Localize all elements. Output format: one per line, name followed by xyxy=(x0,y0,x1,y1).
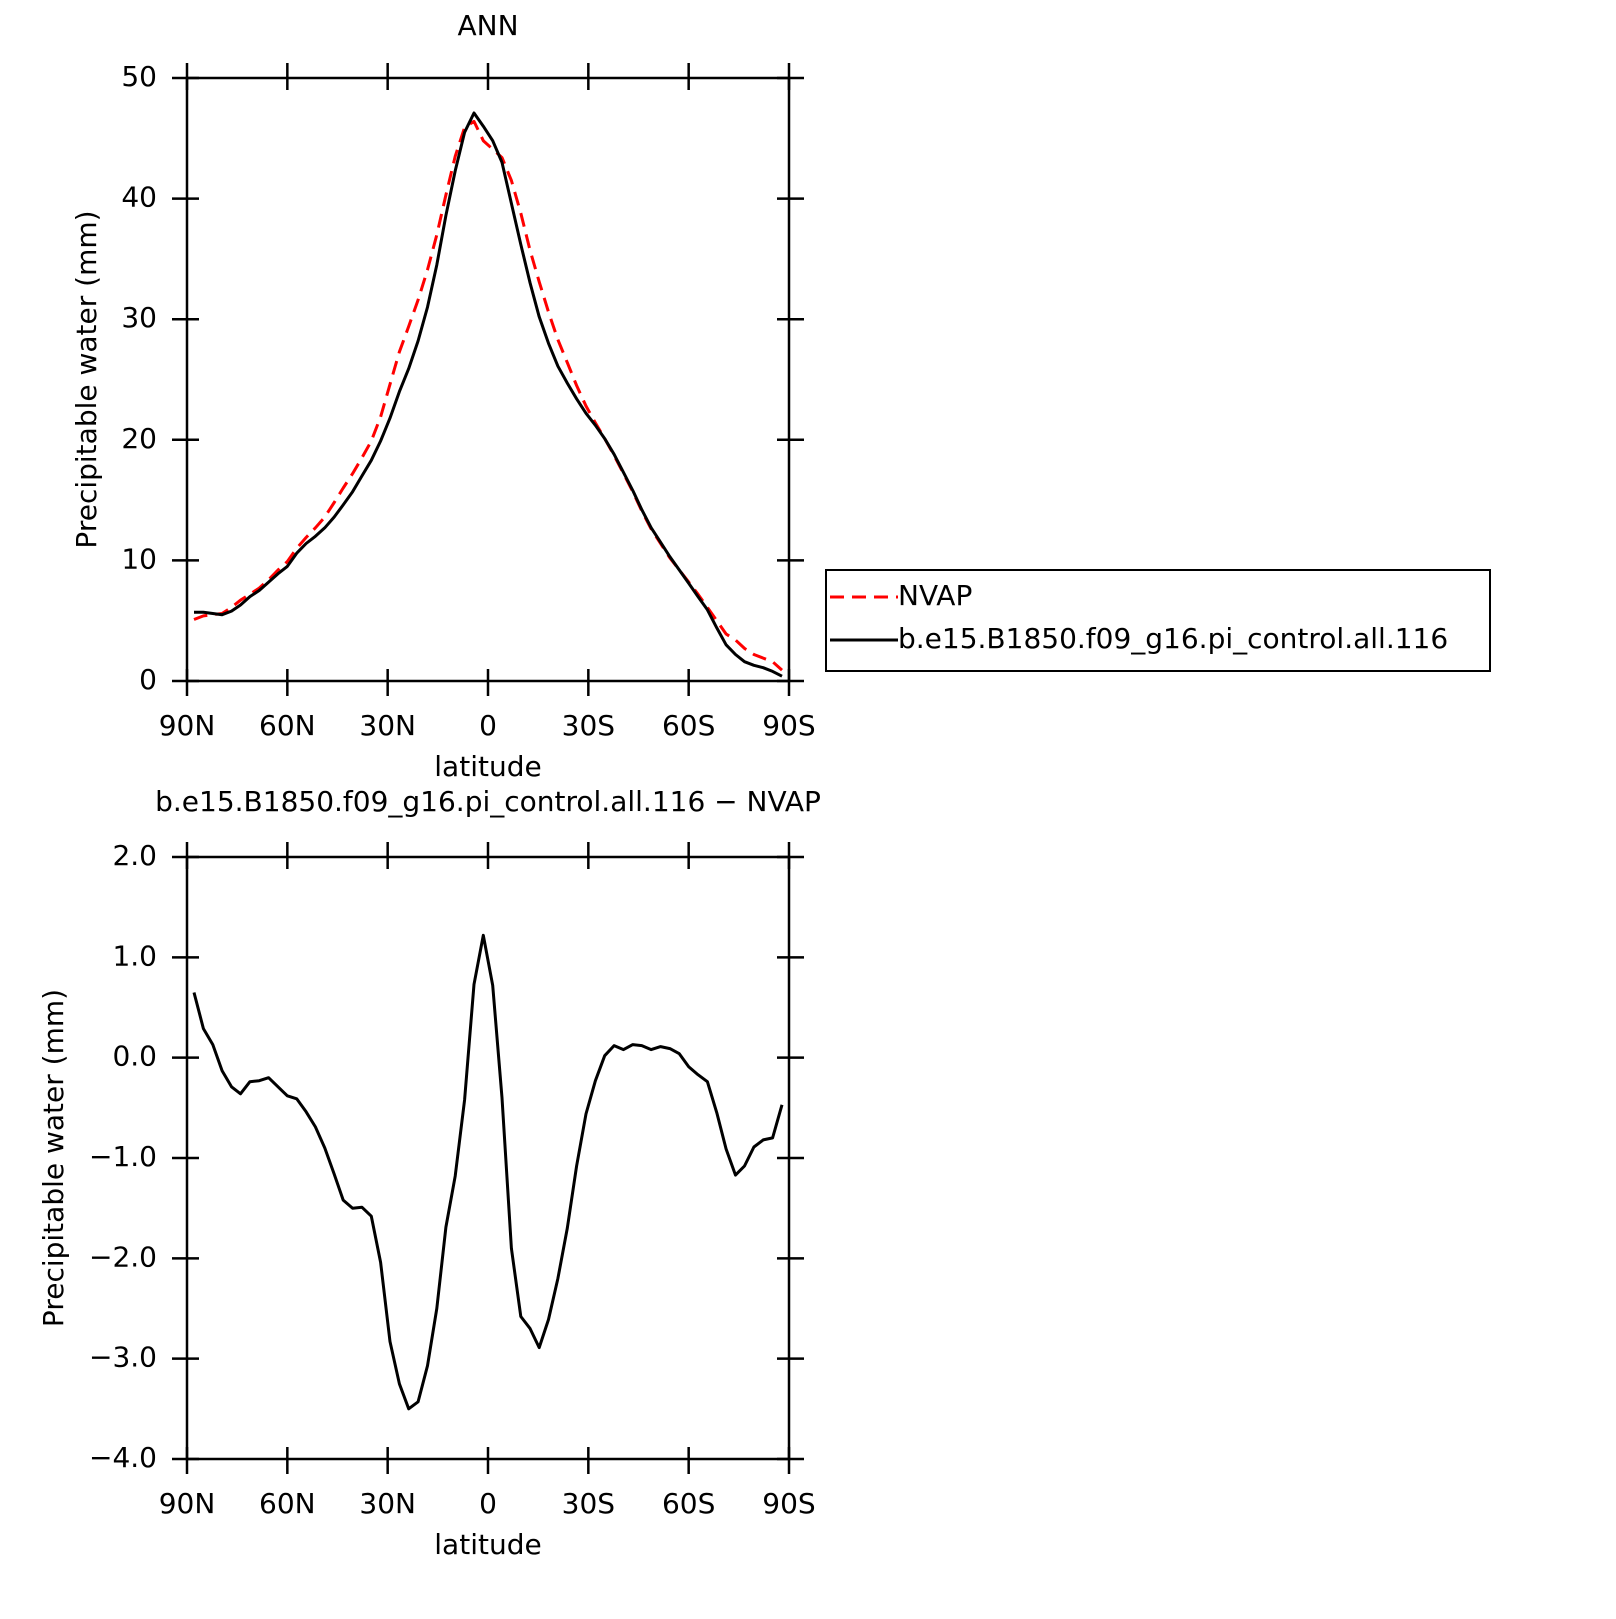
y-tick-label: 0.0 xyxy=(112,1040,157,1073)
y-tick-label: 1.0 xyxy=(112,939,157,972)
x-tick-label: 90S xyxy=(762,709,815,742)
y-tick-label: −4.0 xyxy=(89,1441,157,1474)
x-tick-label: 90N xyxy=(159,709,216,742)
y-tick-label: −3.0 xyxy=(89,1341,157,1374)
y-tick-label: 20 xyxy=(121,422,157,455)
plot-frame xyxy=(185,76,791,683)
x-tick-label: 0 xyxy=(479,709,497,742)
y-tick-label: −1.0 xyxy=(89,1140,157,1173)
chart-title: ANN xyxy=(457,9,518,42)
x-tick-label: 90S xyxy=(762,1487,815,1520)
x-tick-label: 60N xyxy=(259,1487,316,1520)
x-tick-label: 30S xyxy=(562,709,615,742)
y-tick-label: 2.0 xyxy=(112,839,157,872)
x-tick-label: 30N xyxy=(359,709,416,742)
plot-frame xyxy=(185,855,791,1461)
y-axis-label: Precipitable water (mm) xyxy=(70,210,103,548)
y-tick-label: −2.0 xyxy=(89,1240,157,1273)
x-tick-label: 60S xyxy=(662,709,715,742)
x-tick-label: 30N xyxy=(359,1487,416,1520)
y-axis-label: Precipitable water (mm) xyxy=(37,989,70,1327)
x-axis-label: latitude xyxy=(434,1528,541,1561)
legend-box xyxy=(825,569,1491,672)
y-tick-label: 10 xyxy=(121,542,157,575)
x-tick-label: 0 xyxy=(479,1487,497,1520)
y-tick-label: 40 xyxy=(121,181,157,214)
y-tick-label: 0 xyxy=(139,663,157,696)
x-tick-label: 60S xyxy=(662,1487,715,1520)
x-tick-label: 30S xyxy=(562,1487,615,1520)
legend-label: NVAP xyxy=(898,579,972,612)
x-tick-label: 90N xyxy=(159,1487,216,1520)
data-line xyxy=(192,933,784,1411)
chart-title: b.e15.B1850.f09_g16.pi_control.all.116 −… xyxy=(155,785,821,818)
data-line xyxy=(193,119,783,672)
y-tick-label: 30 xyxy=(121,301,157,334)
legend-label: b.e15.B1850.f09_g16.pi_control.all.116 xyxy=(898,622,1448,655)
x-tick-label: 60N xyxy=(259,709,316,742)
x-axis-label: latitude xyxy=(434,750,541,783)
data-line xyxy=(194,111,783,678)
y-tick-label: 50 xyxy=(121,60,157,93)
